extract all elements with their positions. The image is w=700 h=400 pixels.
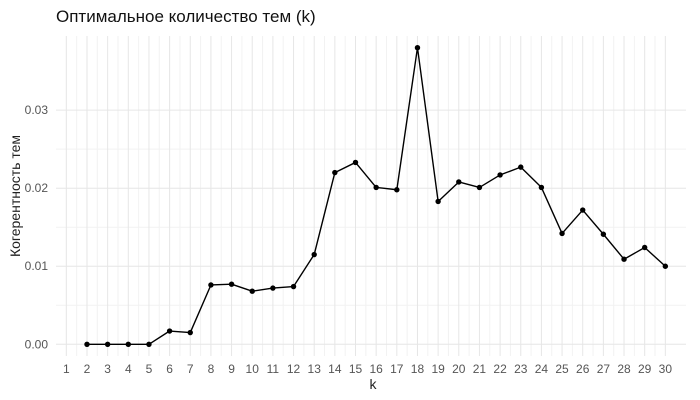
data-point — [538, 184, 545, 191]
x-tick-label: 21 — [473, 362, 487, 376]
data-point — [414, 45, 421, 51]
data-point — [187, 329, 193, 336]
data-point — [373, 184, 379, 191]
x-tick-label: 25 — [555, 362, 569, 376]
x-tick-label: 18 — [411, 362, 425, 376]
x-tick-label: 12 — [287, 362, 301, 376]
x-axis-ticks: 1 2 3 4 5 6 7 8 9 10 11 12 13 14 15 16 17 18 19 20 21 22 23 24 2… — [63, 362, 672, 376]
x-tick-label: 3 — [104, 362, 111, 376]
x-tick-label: 10 — [246, 362, 260, 376]
x-tick-label: 9 — [228, 362, 235, 376]
x-tick-label: 2 — [84, 362, 91, 376]
x-tick-label: 16 — [369, 362, 383, 376]
x-tick-label: 11 — [267, 362, 280, 376]
chart-title: Оптимальное количество тем (k) — [56, 7, 316, 26]
data-point — [662, 263, 669, 269]
data-point — [290, 283, 297, 290]
x-tick-label: 15 — [349, 362, 363, 376]
y-tick-label: 0.02 — [25, 181, 49, 195]
x-tick-label: 20 — [452, 362, 466, 376]
x-tick-label: 8 — [208, 362, 215, 376]
x-tick-label: 17 — [390, 362, 404, 376]
y-tick-label: 0.01 — [25, 259, 49, 273]
data-point — [352, 159, 359, 166]
y-axis-ticks: 0.00 0.01 0.02 0.03 — [25, 103, 49, 351]
x-tick-label: 1 — [63, 362, 70, 376]
data-point — [580, 207, 586, 213]
data-point — [270, 285, 276, 291]
data-point — [208, 282, 214, 288]
x-tick-label: 5 — [146, 362, 153, 376]
data-point — [249, 288, 255, 294]
y-tick-label: 0.03 — [25, 103, 49, 117]
x-tick-label: 24 — [535, 362, 549, 376]
x-tick-label: 14 — [328, 362, 342, 376]
data-point — [518, 164, 524, 170]
x-tick-label: 26 — [576, 362, 590, 376]
data-point — [311, 251, 317, 258]
data-point — [435, 198, 441, 205]
data-point — [228, 281, 235, 287]
data-point — [166, 328, 173, 334]
x-axis-title: k — [370, 376, 378, 392]
x-tick-label: 19 — [431, 362, 445, 376]
data-point — [394, 187, 400, 193]
x-tick-label: 7 — [187, 362, 194, 376]
data-point — [146, 341, 152, 347]
data-point — [641, 244, 648, 251]
x-tick-label: 6 — [166, 362, 173, 376]
data-point — [559, 230, 565, 237]
x-tick-label: 13 — [308, 362, 322, 376]
points-layer — [84, 45, 669, 347]
x-tick-label: 30 — [659, 362, 673, 376]
data-point — [600, 231, 607, 237]
data-point — [476, 184, 483, 191]
x-tick-label: 29 — [638, 362, 652, 376]
x-tick-label: 27 — [597, 362, 611, 376]
x-tick-label: 4 — [125, 362, 132, 376]
y-axis-title: Когерентность тем — [7, 135, 23, 257]
data-point — [125, 341, 131, 347]
data-point — [332, 169, 338, 176]
data-point — [84, 341, 90, 347]
y-tick-label: 0.00 — [25, 337, 49, 351]
x-tick-label: 22 — [493, 362, 507, 376]
data-point — [621, 256, 627, 262]
x-tick-label: 23 — [514, 362, 528, 376]
data-point — [456, 179, 462, 185]
x-tick-label: 28 — [617, 362, 631, 376]
data-point — [104, 341, 111, 347]
grid-layer — [56, 36, 686, 356]
data-point — [497, 172, 503, 178]
